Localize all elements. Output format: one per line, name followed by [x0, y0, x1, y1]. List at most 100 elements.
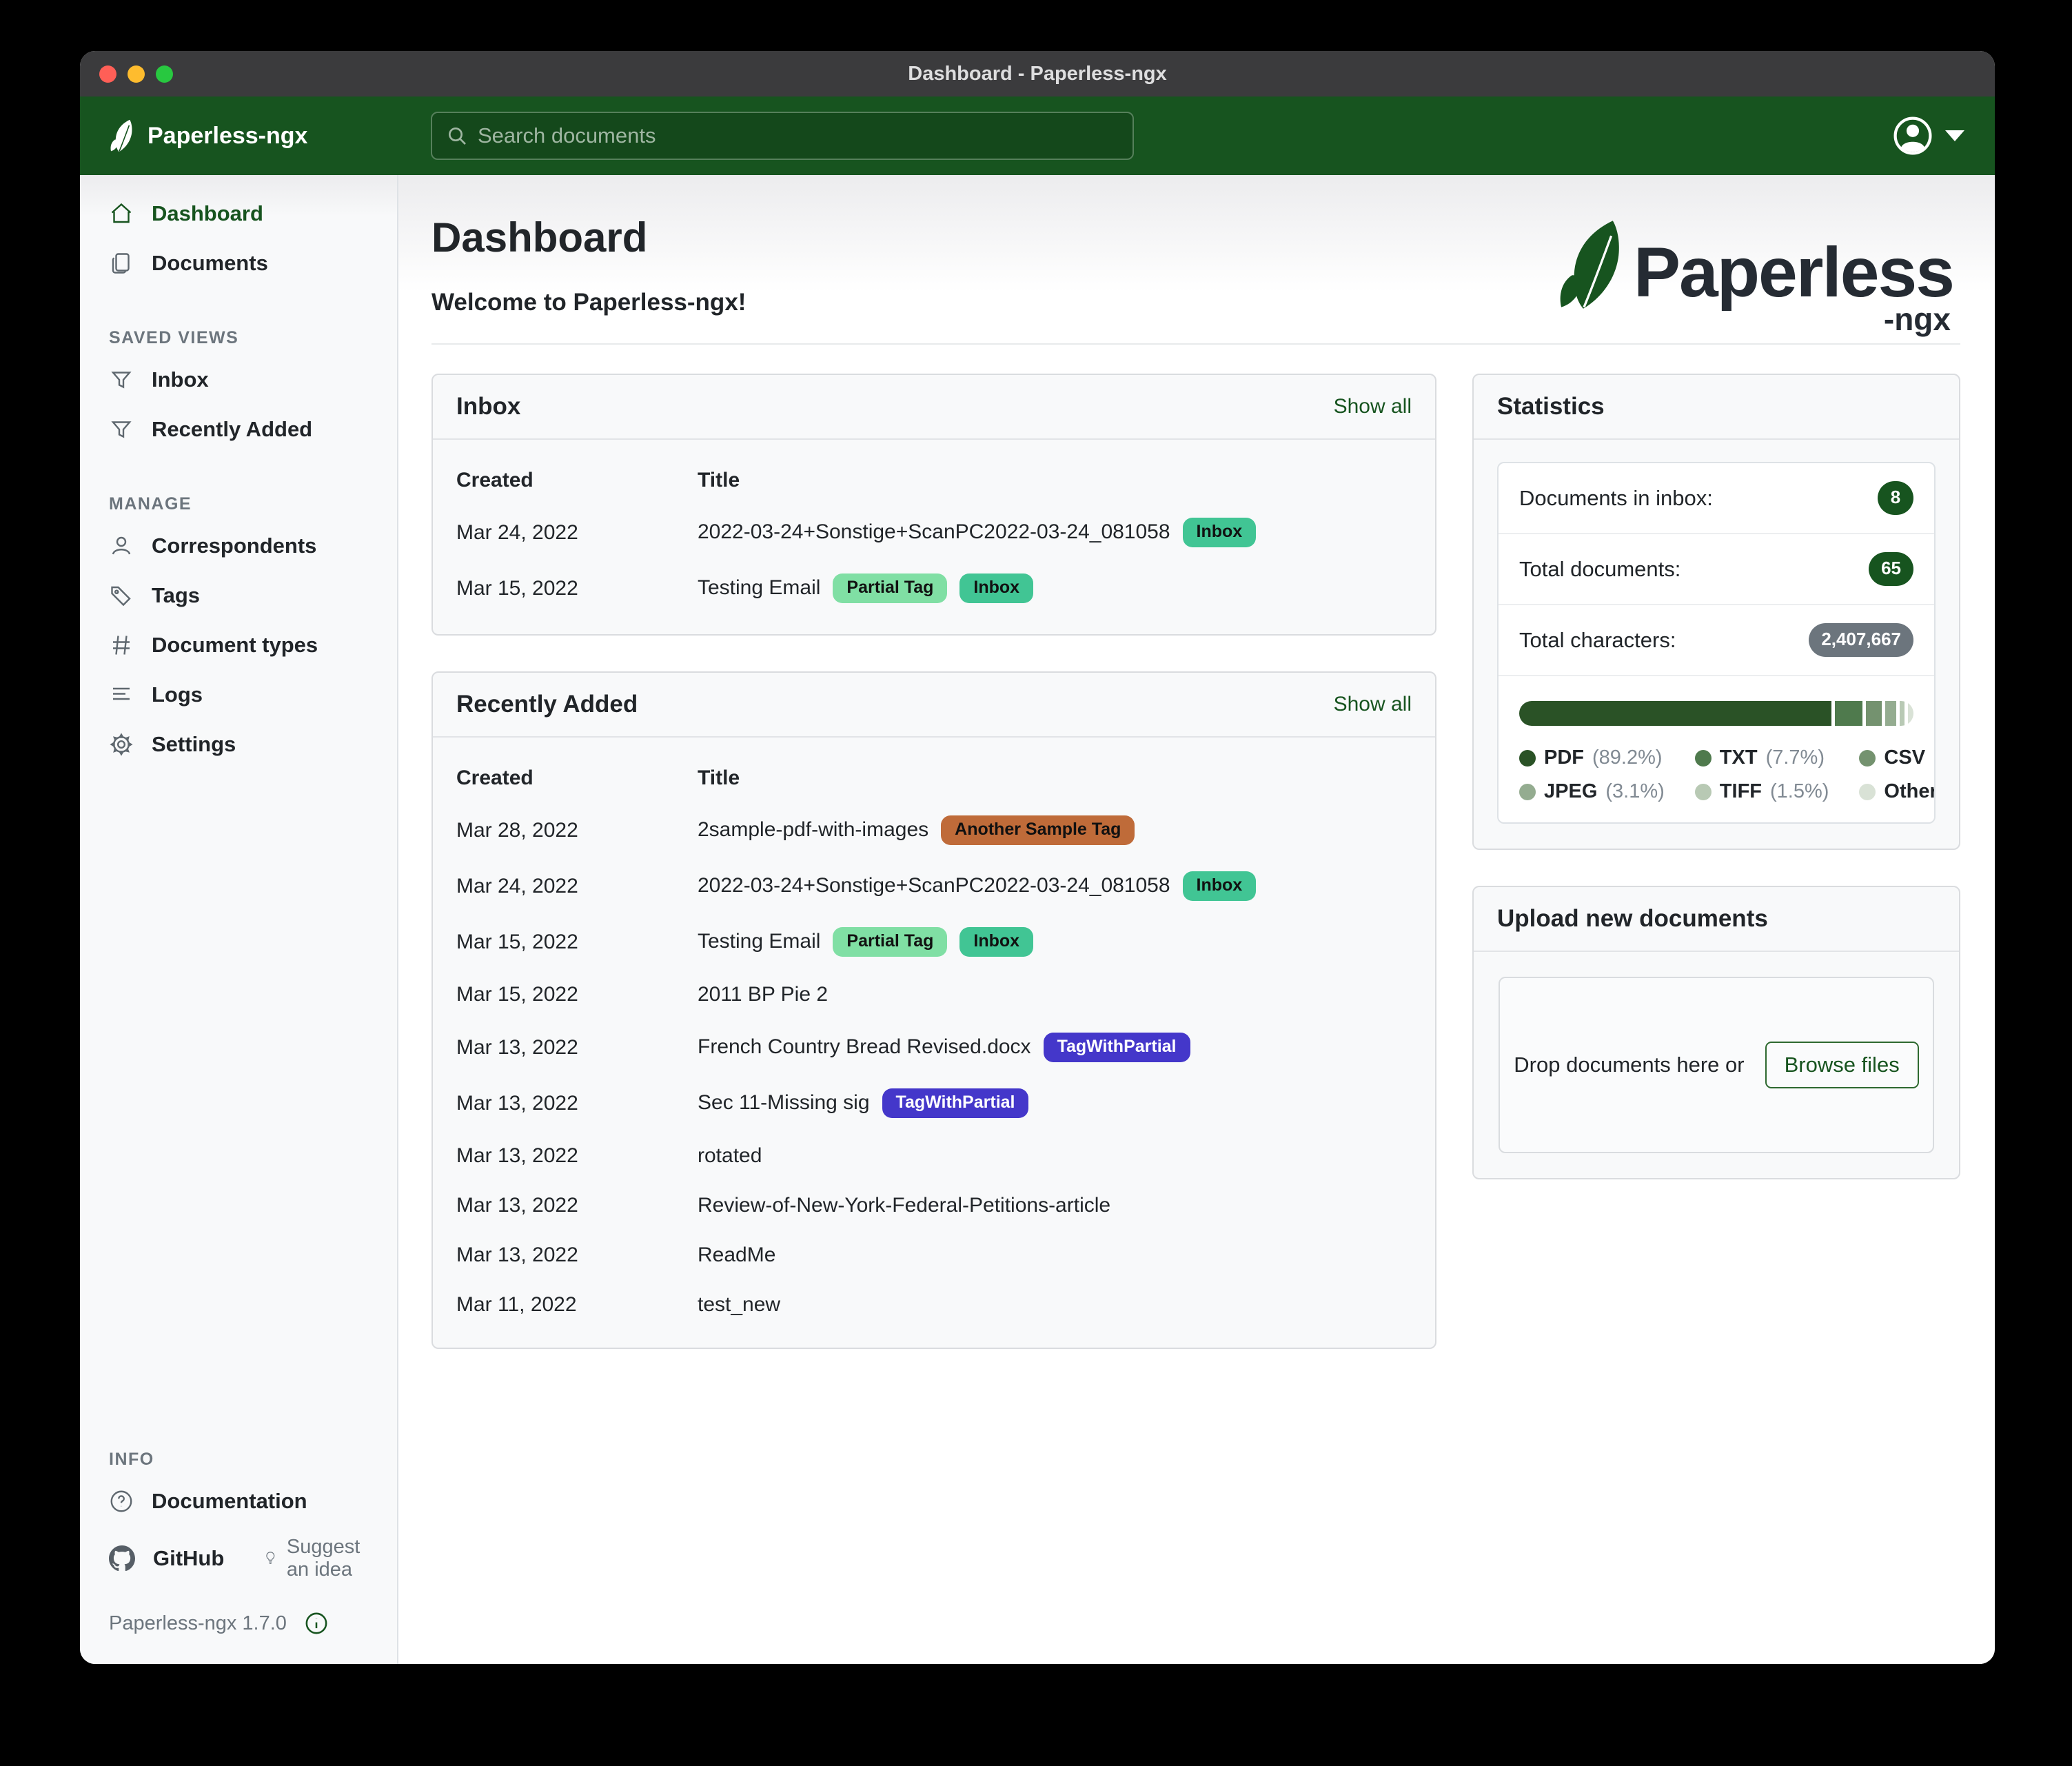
table-row[interactable]: Mar 15, 2022 Testing Email Partial Tag Inbo… [433, 560, 1435, 616]
title-cell: ReadMe [674, 1230, 1435, 1280]
title-cell: rotated [674, 1131, 1435, 1181]
table-row[interactable]: Mar 13, 2022 Sec 11-Missing sig TagWithPar… [433, 1075, 1435, 1131]
close-window-button[interactable] [99, 65, 116, 83]
document-title-link[interactable]: 2022-03-24+Sonstige+ScanPC2022-03-24_081… [698, 520, 1170, 543]
filetype-stacked-bar [1519, 701, 1913, 726]
search-box[interactable] [431, 112, 1134, 160]
user-menu[interactable] [1893, 116, 1964, 156]
logo-leaf-icon [1560, 221, 1619, 309]
legend-item-pdf: PDF (89.2%) [1519, 747, 1665, 769]
sidebar-item-settings[interactable]: Settings [80, 720, 397, 769]
sidebar-item-documentation[interactable]: Documentation [80, 1476, 397, 1526]
inbox-show-all-link[interactable]: Show all [1333, 395, 1412, 418]
tag-badge[interactable]: Inbox [959, 574, 1034, 603]
sidebar-item-documents[interactable]: Documents [80, 238, 397, 288]
suggest-idea-link[interactable]: Suggest an idea [264, 1536, 376, 1581]
bar-segment-tiff [1899, 701, 1905, 726]
main-content: Dashboard Welcome to Paperless-ngx! Pape… [398, 175, 1995, 1664]
user-avatar-icon [1893, 116, 1932, 155]
legend-name: PDF [1544, 747, 1584, 769]
legend-percent: (1.5%) [1770, 780, 1829, 802]
table-row[interactable]: Mar 15, 2022 2011 BP Pie 2 [433, 970, 1435, 1019]
info-circle-icon[interactable] [305, 1612, 328, 1635]
statistics-card: Statistics Documents in inbox: 8 Total doc… [1472, 374, 1960, 850]
upload-card-title: Upload new documents [1497, 905, 1768, 932]
document-title-link[interactable]: 2022-03-24+Sonstige+ScanPC2022-03-24_081… [698, 874, 1170, 897]
brand[interactable]: Paperless-ngx [80, 119, 307, 152]
legend-dot-icon [1519, 749, 1536, 767]
statistic-value-badge: 8 [1878, 481, 1913, 515]
title-cell: Review-of-New-York-Federal-Petitions-art… [674, 1181, 1435, 1230]
hash-icon [113, 636, 130, 655]
sidebar-item-github[interactable]: GitHub [109, 1545, 224, 1572]
table-row[interactable]: Mar 13, 2022 ReadMe [433, 1230, 1435, 1280]
title-cell: 2022-03-24+Sonstige+ScanPC2022-03-24_081… [674, 505, 1435, 560]
legend-name: CSV [1884, 747, 1926, 769]
app-header: Paperless-ngx [80, 97, 1995, 175]
minimize-window-button[interactable] [128, 65, 145, 83]
sidebar-item-dashboard[interactable]: Dashboard [80, 189, 397, 238]
sidebar-item-document-types[interactable]: Document types [80, 620, 397, 670]
tag-badge[interactable]: TagWithPartial [1043, 1033, 1190, 1062]
statistics-box: Documents in inbox: 8 Total documents: 65 To… [1497, 462, 1936, 824]
legend-percent: (4.6%) [1933, 747, 1934, 769]
document-title-link[interactable]: 2sample-pdf-with-images [698, 818, 929, 841]
title-cell: 2sample-pdf-with-images Another Sample Ta… [674, 802, 1435, 858]
column-header-title: Title [698, 767, 740, 789]
logo-suffix: -ngx [1883, 301, 1951, 337]
document-title-link[interactable]: Review-of-New-York-Federal-Petitions-art… [698, 1194, 1111, 1217]
tag-badge[interactable]: Inbox [959, 927, 1034, 957]
sidebar-item-correspondents[interactable]: Correspondents [80, 521, 397, 571]
document-title-link[interactable]: test_new [698, 1293, 781, 1316]
legend-dot-icon [1859, 783, 1876, 800]
github-icon [109, 1545, 135, 1572]
zoom-window-button[interactable] [156, 65, 173, 83]
upload-dropzone[interactable]: Drop documents here or Browse files [1499, 977, 1934, 1153]
recently-added-card-title: Recently Added [456, 691, 638, 718]
sidebar-item-tags[interactable]: Tags [80, 571, 397, 620]
document-title-link[interactable]: Sec 11-Missing sig [698, 1091, 870, 1114]
table-row[interactable]: Mar 13, 2022 Review-of-New-York-Federal-P… [433, 1181, 1435, 1230]
table-row[interactable]: Mar 15, 2022 Testing Email Partial Tag Inbo… [433, 914, 1435, 970]
sidebar-item-inbox[interactable]: Inbox [80, 355, 397, 405]
table-row[interactable]: Mar 13, 2022 rotated [433, 1131, 1435, 1181]
document-title-link[interactable]: 2011 BP Pie 2 [698, 983, 829, 1006]
document-title-link[interactable]: ReadMe [698, 1244, 776, 1266]
tag-badge[interactable]: Another Sample Tag [941, 815, 1135, 845]
sidebar-item-label: GitHub [153, 1546, 225, 1570]
table-row[interactable]: Mar 11, 2022 test_new [433, 1280, 1435, 1330]
sidebar: Dashboard Documents SAVED VIEWS Inbox Re… [80, 175, 398, 1664]
sidebar-item-label: Settings [152, 732, 236, 756]
table-row[interactable]: Mar 28, 2022 2sample-pdf-with-images Anoth… [433, 802, 1435, 858]
recently-added-table: Created Title Mar 28, 2022 2sample-pdf-wi… [433, 749, 1435, 1330]
bar-segment-pdf [1519, 701, 1832, 726]
recently-added-show-all-link[interactable]: Show all [1333, 693, 1412, 715]
sidebar-item-recently-added[interactable]: Recently Added [80, 405, 397, 454]
paperless-logo: Paperless -ngx [1554, 210, 1955, 337]
tag-badge[interactable]: Inbox [1182, 518, 1257, 547]
table-row[interactable]: Mar 24, 2022 2022-03-24+Sonstige+ScanPC20… [433, 505, 1435, 560]
search-input[interactable] [478, 123, 1119, 148]
leaf-icon [110, 119, 132, 152]
document-title-link[interactable]: rotated [698, 1144, 762, 1167]
filter-icon [111, 421, 132, 438]
statistics-card-title: Statistics [1497, 393, 1605, 420]
document-title-link[interactable]: French Country Bread Revised.docx [698, 1035, 1031, 1058]
manage-heading: MANAGE [109, 494, 192, 514]
tag-badge[interactable]: Partial Tag [833, 574, 948, 603]
sidebar-item-logs[interactable]: Logs [80, 670, 397, 720]
legend-item-jpeg: JPEG (3.1%) [1519, 780, 1665, 803]
statistic-label: Total characters: [1519, 627, 1676, 652]
document-title-link[interactable]: Testing Email [698, 576, 821, 599]
created-cell: Mar 13, 2022 [456, 1194, 578, 1217]
table-row[interactable]: Mar 24, 2022 2022-03-24+Sonstige+ScanPC20… [433, 858, 1435, 914]
upload-card: Upload new documents Drop documents here… [1472, 886, 1960, 1179]
tag-badge[interactable]: Partial Tag [833, 927, 948, 957]
table-row[interactable]: Mar 13, 2022 French Country Bread Revised… [433, 1019, 1435, 1075]
statistic-label: Total documents: [1519, 556, 1681, 581]
inbox-card: Inbox Show all Created Title Mar 24, 202… [431, 374, 1436, 636]
tag-badge[interactable]: Inbox [1182, 871, 1257, 901]
browse-files-button[interactable]: Browse files [1765, 1042, 1919, 1088]
document-title-link[interactable]: Testing Email [698, 930, 821, 953]
tag-badge[interactable]: TagWithPartial [882, 1088, 1029, 1118]
